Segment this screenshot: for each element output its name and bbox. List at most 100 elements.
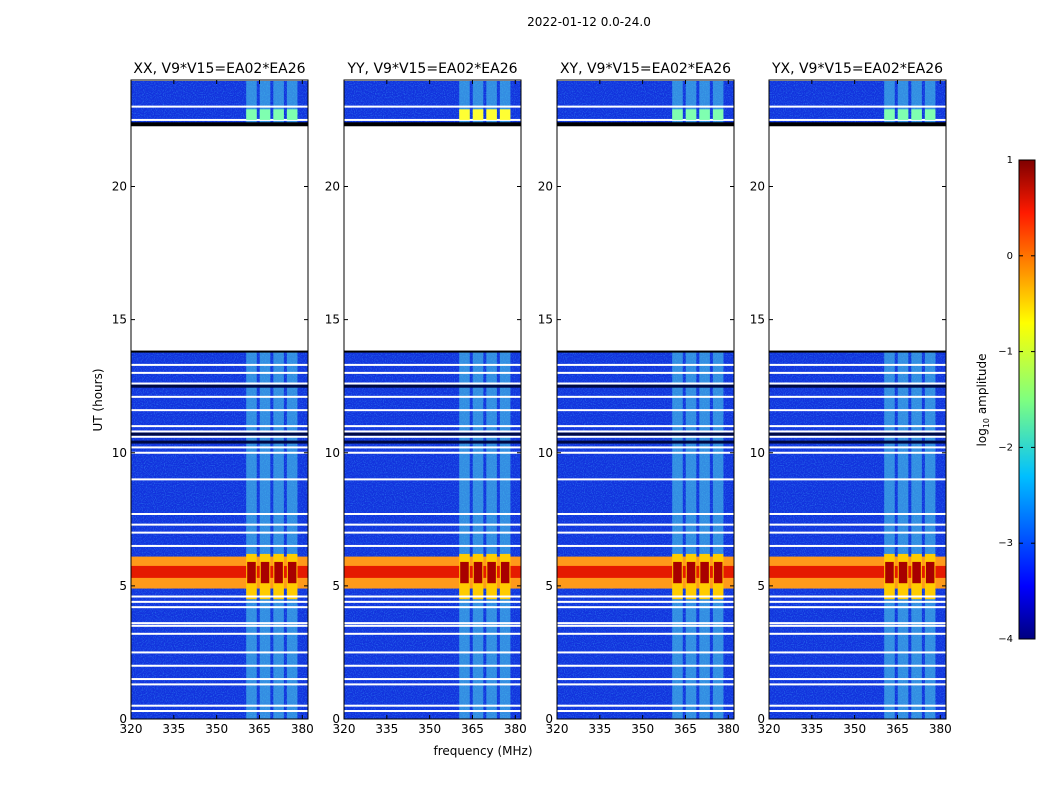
colorbar-tick-label: −3: [998, 538, 1013, 549]
flagged-row: [769, 395, 946, 398]
flagged-row: [769, 451, 946, 454]
y-tick-label: 15: [538, 313, 553, 327]
dark-row: [557, 440, 734, 444]
y-tick-label: 10: [750, 446, 765, 460]
flagged-row: [131, 544, 308, 547]
flagged-row: [557, 478, 734, 481]
rfi-channel: [897, 80, 909, 719]
flagged-row: [769, 632, 946, 635]
flagged-row: [769, 595, 946, 598]
flagged-row: [344, 363, 521, 366]
colorbar-tick-label: −2: [998, 442, 1013, 453]
rfi-channel: [884, 80, 895, 719]
flagged-row: [344, 531, 521, 534]
data-gap: [557, 125, 734, 352]
gap-edge: [769, 122, 946, 127]
flagged-row: [131, 651, 308, 654]
flagged-row: [131, 382, 308, 385]
rfi-channel-top: [897, 109, 909, 120]
flagged-row: [769, 478, 946, 481]
flagged-row: [557, 544, 734, 547]
flagged-row: [557, 632, 734, 635]
rfi-channel-top: [273, 109, 284, 120]
x-tick-label: 380: [504, 722, 527, 736]
panel-frame: [556, 79, 735, 720]
gap-edge: [131, 122, 308, 127]
flagged-row: [344, 118, 521, 121]
y-tick-label: 10: [112, 446, 127, 460]
x-tick-label: 320: [758, 722, 781, 736]
flagged-row: [344, 624, 521, 627]
x-tick-label: 380: [717, 722, 740, 736]
flagged-row: [557, 446, 734, 449]
flagged-row: [131, 435, 308, 438]
flagged-row: [131, 624, 308, 627]
flagged-row: [769, 624, 946, 627]
rfi-channel: [486, 80, 497, 719]
panel-title: XX, V9*V15=EA02*EA26: [133, 61, 305, 77]
flagged-row: [344, 371, 521, 374]
rfi-burst-core: [131, 565, 308, 578]
rfi-channel-top: [472, 109, 484, 120]
flagged-row: [769, 409, 946, 412]
flagged-row: [131, 595, 308, 598]
colorbar: 10−1−2−3−4 log10 amplitude: [975, 155, 1036, 645]
flagged-row: [131, 478, 308, 481]
flagged-row: [769, 651, 946, 654]
gap-edge: [557, 122, 734, 127]
flagged-row: [344, 382, 521, 385]
rfi-channel-top: [672, 109, 683, 120]
y-tick-label: 20: [112, 180, 127, 194]
flagged-row: [131, 118, 308, 121]
rfi-channel: [286, 80, 298, 719]
dark-row: [557, 432, 734, 436]
flagged-row: [769, 382, 946, 385]
gap-edge: [344, 350, 521, 353]
dark-row: [344, 384, 521, 388]
rfi-channel-top: [459, 109, 470, 120]
flagged-row: [131, 632, 308, 635]
x-tick-label: 335: [800, 722, 823, 736]
rfi-channel-top: [286, 109, 298, 120]
rfi-channel: [911, 80, 922, 719]
flagged-row: [131, 395, 308, 398]
flagged-row: [557, 105, 734, 108]
flagged-row: [769, 446, 946, 449]
rfi-channel: [685, 80, 697, 719]
y-tick-label: 15: [750, 313, 765, 327]
rfi-burst-channel-core: [460, 561, 469, 584]
rfi-burst-channel-core: [925, 561, 935, 584]
x-tick-label: 365: [248, 722, 271, 736]
flagged-row: [769, 710, 946, 713]
flagged-row: [344, 606, 521, 609]
flagged-row: [557, 683, 734, 686]
x-tick-label: 365: [674, 722, 697, 736]
flagged-row: [557, 409, 734, 412]
panel-yy: YY, V9*V15=EA02*EA26 320 335 350 365 380 0 5 10 1…: [325, 61, 527, 736]
data-gap: [131, 125, 308, 352]
flagged-row: [769, 622, 946, 625]
flagged-row: [131, 678, 308, 681]
dark-row: [769, 432, 946, 436]
rfi-burst-channel-core: [473, 561, 483, 584]
dark-row: [131, 432, 308, 436]
flagged-row: [131, 710, 308, 713]
colorbar-label-rest: amplitude: [975, 354, 989, 418]
flagged-row: [344, 664, 521, 667]
x-tick-label: 380: [929, 722, 952, 736]
flagged-row: [131, 683, 308, 686]
rfi-channel: [672, 80, 683, 719]
rfi-burst-channel-core: [686, 561, 696, 584]
x-tick-label: 350: [843, 722, 866, 736]
x-tick-label: 335: [588, 722, 611, 736]
flagged-row: [557, 382, 734, 385]
rfi-burst-core: [344, 565, 521, 578]
panel-frame: [343, 79, 522, 720]
flagged-row: [344, 632, 521, 635]
dark-row: [769, 440, 946, 444]
x-tick-label: 350: [418, 722, 441, 736]
rfi-channel: [699, 80, 710, 719]
rfi-channel: [259, 80, 271, 719]
flagged-row: [344, 435, 521, 438]
rfi-burst-core: [769, 565, 946, 578]
